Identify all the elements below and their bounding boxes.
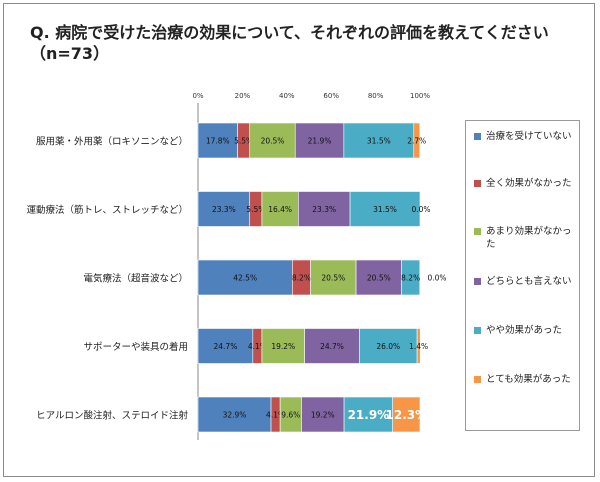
bar-segment [413, 122, 421, 159]
legend-label: どちらとも言えない [486, 276, 572, 287]
legend: 治療を受けていない 全く効果がなかったあまり効果がなかったどちらとも言えない やや効… [465, 120, 580, 431]
x-tick-label: 60% [323, 92, 339, 100]
data-label: 23.3% [312, 205, 336, 214]
data-label: 8.2% [292, 274, 311, 283]
legend-item: とても効果があった [474, 373, 578, 386]
legend-item: あまり効果がなかった [474, 225, 578, 251]
data-label: 42.5% [233, 274, 257, 283]
data-label: 8.2% [401, 274, 420, 283]
legend-label: とても効果があった [486, 374, 571, 385]
data-label: 2.7% [407, 137, 426, 146]
bar-segment [197, 259, 293, 296]
category-label: サポーターや装具の着用 [83, 341, 188, 353]
bar-segment [392, 396, 421, 433]
data-label: 31.5% [373, 205, 397, 214]
legend-label: 全く効果がなかった [486, 178, 572, 189]
legend-item: 全く効果がなかった [474, 177, 578, 190]
bar-segment [310, 259, 357, 296]
data-label: 20.5% [321, 274, 345, 283]
data-label: 4.1% [266, 411, 285, 420]
data-label: 20.5% [367, 274, 391, 283]
bar-segment [197, 396, 272, 433]
legend-swatch [474, 376, 481, 383]
data-label: 21.9% [308, 137, 332, 146]
bar-segment [343, 122, 415, 159]
data-label: 20.5% [261, 137, 285, 146]
bar-segment [355, 259, 402, 296]
legend-item: やや効果があった [474, 324, 578, 337]
legend-item: 治療を受けていない [474, 130, 578, 143]
data-label: 9.6% [281, 411, 300, 420]
category-label: 電気療法（超音波など） [83, 273, 188, 285]
data-label: 1.4% [409, 342, 428, 351]
data-label: 19.2% [311, 411, 335, 420]
x-tick-label: 20% [235, 92, 251, 100]
bar-segment [304, 328, 360, 364]
bar-segment [249, 122, 296, 159]
category-label: 服用薬・外用薬（ロキソニンなど） [36, 136, 188, 148]
bar-segment [298, 191, 351, 227]
legend-swatch [474, 180, 481, 187]
data-label: 17.8% [206, 137, 230, 146]
legend-swatch [474, 327, 481, 334]
legend-label: やや効果があった [486, 325, 563, 336]
bar-segment [343, 396, 393, 433]
category-label: ヒアルロン酸注射、ステロイド注射 [36, 410, 188, 422]
bar-segment [416, 328, 421, 364]
bar-segment [294, 122, 345, 159]
x-tick-label: 40% [279, 92, 295, 100]
legend-swatch [474, 278, 481, 285]
bar-segment [197, 122, 238, 159]
data-label: 24.7% [214, 342, 238, 351]
data-label: 32.9% [223, 411, 247, 420]
data-label: 16.4% [268, 205, 292, 214]
data-label: 26.0% [376, 342, 400, 351]
bar-segment [359, 328, 418, 364]
legend-swatch [474, 228, 481, 235]
x-tick-label: 80% [368, 92, 384, 100]
bar-segment [197, 328, 254, 364]
data-label: 31.5% [367, 137, 391, 146]
data-label: 12.3% [386, 408, 428, 422]
legend-item: どちらとも言えない [474, 275, 578, 288]
legend-label: 治療を受けていない [486, 131, 572, 142]
data-label: 0.0% [411, 205, 430, 214]
data-label: 5.5% [234, 137, 253, 146]
data-label: 19.2% [271, 342, 295, 351]
data-label: 24.7% [320, 342, 344, 351]
legend-label: あまり効果がなかった [486, 226, 572, 250]
x-tick-label: 100% [410, 92, 430, 100]
bar-segment [401, 259, 421, 296]
chart-title: Q. 病院で受けた治療の効果について、それぞれの評価を教えてください（n=73） [30, 23, 549, 63]
x-tick-label: 0% [192, 92, 203, 100]
data-label: 4.1% [248, 342, 267, 351]
bar-segment [349, 191, 421, 227]
data-label: 21.9% [348, 408, 390, 422]
bar-segment [197, 191, 251, 227]
legend-swatch [474, 133, 481, 140]
data-label: 5.5% [246, 205, 265, 214]
data-label: 0.0% [427, 274, 446, 283]
category-label: 運動療法（筋トレ、ストレッチなど） [26, 204, 188, 216]
data-label: 23.3% [212, 205, 236, 214]
